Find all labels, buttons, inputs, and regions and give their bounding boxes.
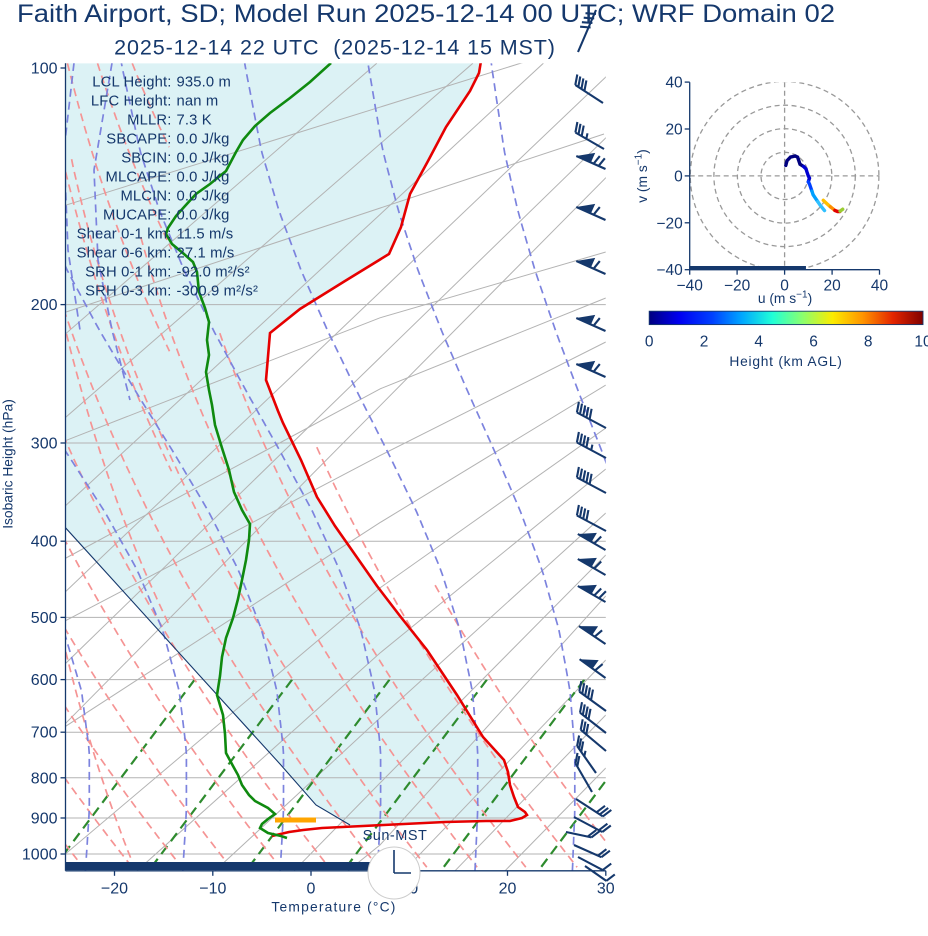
svg-text:0: 0 xyxy=(674,168,683,185)
svg-text:200: 200 xyxy=(31,297,58,314)
svg-text:7.3 K: 7.3 K xyxy=(177,112,212,128)
svg-text:27.1 m/s: 27.1 m/s xyxy=(177,245,235,261)
svg-text:8: 8 xyxy=(864,334,873,351)
svg-text:2: 2 xyxy=(700,334,709,351)
svg-text:0.0 J/kg: 0.0 J/kg xyxy=(177,188,230,204)
svg-text:Sun-MST: Sun-MST xyxy=(363,828,428,844)
svg-text:LFC Height:: LFC Height: xyxy=(91,93,172,109)
svg-text:-300.9 m²/s²: -300.9 m²/s² xyxy=(177,283,259,299)
svg-text:SBCIN:: SBCIN: xyxy=(121,150,171,166)
svg-text:100: 100 xyxy=(31,61,58,78)
svg-text:−40: −40 xyxy=(677,278,704,295)
svg-text:MLCAPE:: MLCAPE: xyxy=(105,169,171,185)
svg-text:400: 400 xyxy=(31,534,58,551)
svg-text:-92.0 m²/s²: -92.0 m²/s² xyxy=(177,264,250,280)
svg-text:40: 40 xyxy=(665,75,683,92)
svg-text:Height (km AGL): Height (km AGL) xyxy=(729,354,842,369)
svg-text:2025-12-14 22 UTC (2025-12-14: 2025-12-14 22 UTC (2025-12-14 15 MST) xyxy=(114,35,556,59)
svg-text:6: 6 xyxy=(809,334,818,351)
svg-text:SRH 0-1 km:: SRH 0-1 km: xyxy=(85,264,171,280)
svg-text:10: 10 xyxy=(914,334,928,351)
svg-text:LCL Height:: LCL Height: xyxy=(92,74,171,90)
svg-text:Isobaric Height (hPa): Isobaric Height (hPa) xyxy=(1,399,16,529)
svg-text:Faith Airport, SD; Model Run 2: Faith Airport, SD; Model Run 2025-12-14 … xyxy=(17,0,835,28)
svg-text:0.0 J/kg: 0.0 J/kg xyxy=(177,131,230,147)
svg-text:−20: −20 xyxy=(656,215,683,232)
svg-text:30: 30 xyxy=(597,881,615,898)
svg-text:−20: −20 xyxy=(724,278,751,295)
svg-text:20: 20 xyxy=(665,122,683,139)
svg-text:11.5 m/s: 11.5 m/s xyxy=(177,226,234,242)
svg-text:300: 300 xyxy=(31,436,58,453)
svg-text:−40: −40 xyxy=(656,262,683,279)
svg-text:600: 600 xyxy=(31,672,58,689)
svg-text:800: 800 xyxy=(31,770,58,787)
svg-text:4: 4 xyxy=(754,334,763,351)
svg-text:0: 0 xyxy=(780,278,789,295)
svg-text:nan m: nan m xyxy=(177,93,219,109)
svg-text:−10: −10 xyxy=(199,881,226,898)
svg-text:500: 500 xyxy=(31,610,58,627)
svg-text:900: 900 xyxy=(31,811,58,828)
svg-text:Shear 0-1 km:: Shear 0-1 km: xyxy=(77,226,172,242)
svg-text:935.0 m: 935.0 m xyxy=(177,74,232,90)
svg-text:MLCIN:: MLCIN: xyxy=(120,188,171,204)
svg-text:0.0 J/kg: 0.0 J/kg xyxy=(177,150,230,166)
svg-text:Temperature (°C): Temperature (°C) xyxy=(271,900,396,915)
svg-text:SBCAPE:: SBCAPE: xyxy=(106,131,171,147)
svg-text:−20: −20 xyxy=(101,881,128,898)
svg-text:20: 20 xyxy=(499,881,517,898)
svg-text:SRH 0-3 km:: SRH 0-3 km: xyxy=(85,283,171,299)
svg-text:0: 0 xyxy=(307,881,316,898)
svg-text:MUCAPE:: MUCAPE: xyxy=(103,207,171,223)
svg-text:700: 700 xyxy=(31,725,58,742)
svg-text:0.0 J/kg: 0.0 J/kg xyxy=(177,169,230,185)
svg-text:40: 40 xyxy=(871,278,889,295)
svg-text:Shear 0-6 km:: Shear 0-6 km: xyxy=(77,245,172,261)
svg-text:1000: 1000 xyxy=(22,847,58,864)
svg-text:MLLR:: MLLR: xyxy=(127,112,171,128)
svg-text:0.0 J/kg: 0.0 J/kg xyxy=(177,207,230,223)
svg-text:0: 0 xyxy=(645,334,654,351)
svg-text:20: 20 xyxy=(823,278,841,295)
